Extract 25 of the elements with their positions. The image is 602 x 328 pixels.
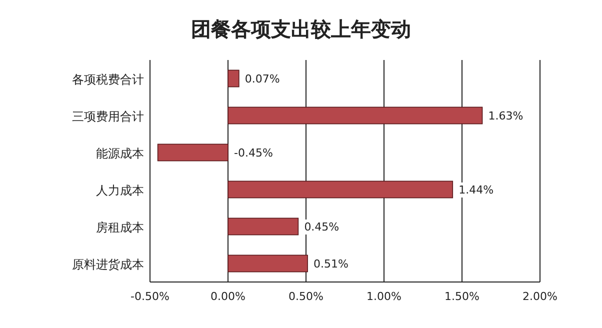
y-tick-label: 原料进货成本 <box>72 258 144 272</box>
y-tick-label: 人力成本 <box>96 184 144 198</box>
x-tick-label: -0.50% <box>130 290 170 303</box>
x-tick-label: 0.50% <box>288 290 324 303</box>
bar <box>228 218 299 236</box>
bar <box>228 254 308 272</box>
data-label: 1.63% <box>488 110 524 122</box>
data-label: 0.45% <box>304 220 340 234</box>
bar <box>157 144 228 162</box>
bar <box>228 106 483 124</box>
bar <box>228 70 240 88</box>
x-tick-label: 1.50% <box>444 290 480 303</box>
x-tick-label: 0.00% <box>210 290 246 303</box>
y-tick-label: 各项税费合计 <box>72 72 144 86</box>
x-tick-label: 1.00% <box>366 290 402 303</box>
data-label: 0.07% <box>244 72 280 86</box>
y-tick-label: 房租成本 <box>96 220 144 234</box>
data-label: 0.51% <box>314 258 349 270</box>
data-label: -0.45% <box>234 146 273 160</box>
y-tick-label: 三项费用合计 <box>72 110 144 124</box>
x-tick-label: 2.00% <box>522 290 558 303</box>
data-label: 1.44% <box>458 184 494 196</box>
chart-title: 团餐各项支出较上年变动 <box>191 17 411 41</box>
bar <box>228 180 454 198</box>
y-tick-label: 能源成本 <box>96 146 144 160</box>
